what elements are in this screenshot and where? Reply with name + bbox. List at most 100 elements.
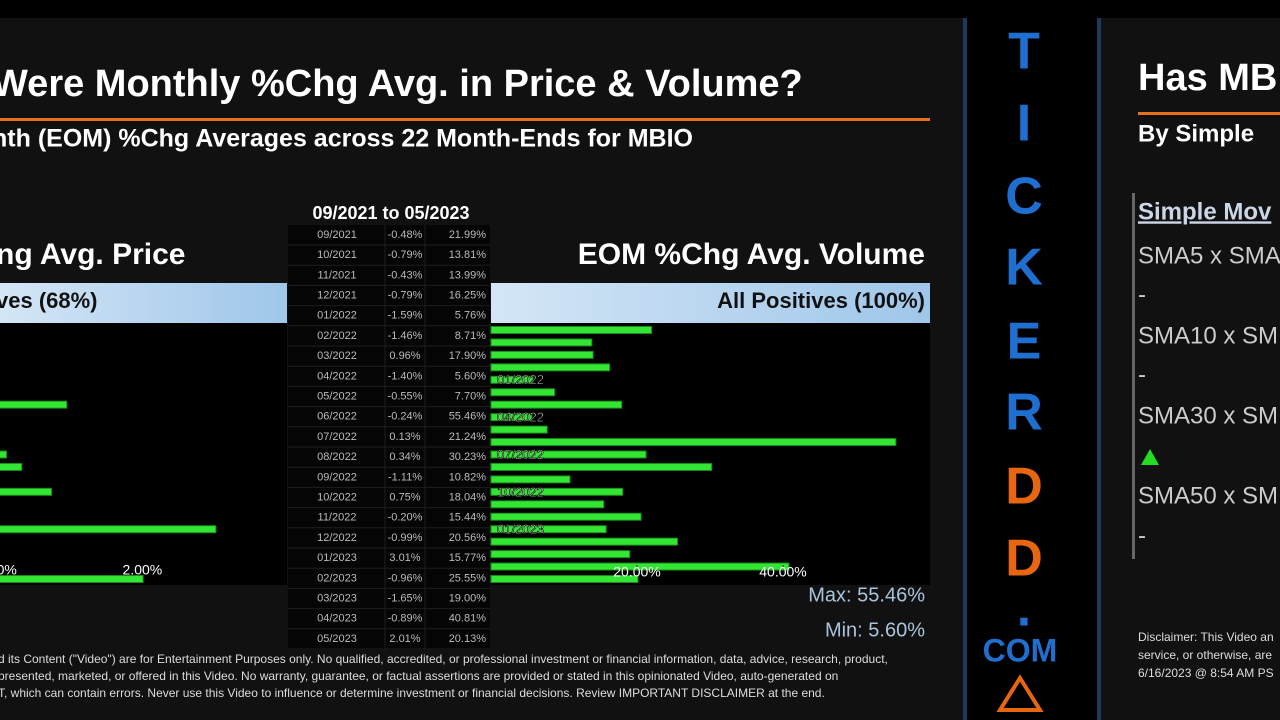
cell-date: 09/2022 [317, 471, 357, 483]
cell-price: 3.01% [389, 552, 420, 564]
banner [491, 283, 930, 323]
cell-volume: 8.71% [455, 330, 486, 342]
divider [963, 18, 967, 720]
cell-volume: 7.70% [455, 391, 486, 403]
side-item: - [1138, 281, 1146, 308]
logo [996, 674, 1044, 712]
cell-price: -0.99% [388, 532, 423, 544]
cell-volume: 19.00% [449, 593, 487, 605]
cell-price: -1.46% [388, 330, 423, 342]
volume-bar [490, 500, 605, 509]
divider [1097, 18, 1101, 720]
cell-volume: 15.44% [449, 512, 487, 524]
tick-label: 40.00% [759, 564, 806, 580]
cell-date: 11/2021 [318, 269, 357, 281]
brand-letter: E [1007, 313, 1042, 371]
title: Were Monthly %Chg Avg. in Price & Volume… [0, 63, 803, 105]
side-item: SMA10 x SM [1138, 322, 1278, 349]
cell-price: -0.89% [388, 613, 423, 625]
brand-letter: D [1005, 530, 1043, 588]
cell-date: 10/2022 [317, 492, 357, 504]
cell-price: -0.96% [388, 572, 423, 584]
cell-date: 08/2022 [317, 451, 357, 463]
volume-bar [490, 512, 642, 521]
cell-date: 05/2022 [317, 391, 357, 403]
cell-volume: 18.04% [449, 492, 487, 504]
volume-bar [490, 363, 611, 372]
category-label: 04/2022 [497, 410, 544, 425]
cell-volume: 13.81% [449, 249, 487, 261]
volume-bar [490, 400, 623, 409]
cell-volume: 17.90% [449, 350, 487, 362]
cell-date: 04/2023 [317, 613, 357, 625]
side-subtitle: By Simple [1138, 120, 1254, 147]
chart-title: ng Avg. Price [0, 238, 186, 271]
brand-letter: K [1005, 239, 1043, 297]
side-panel [1097, 18, 1280, 720]
side-heading: Simple Mov [1138, 198, 1272, 225]
banner-text: All Positives (100%) [717, 288, 925, 313]
cell-volume: 5.60% [455, 370, 486, 382]
cell-price: 0.75% [389, 492, 420, 504]
volume-bar [490, 525, 607, 534]
cell-volume: 20.13% [449, 633, 487, 645]
side-item: SMA30 x SM [1138, 402, 1278, 429]
cell-price: -0.79% [388, 290, 423, 302]
volume-bar [490, 462, 713, 471]
cell-volume: 10.82% [449, 471, 487, 483]
volume-bar [490, 413, 533, 422]
volume-bar [490, 350, 594, 359]
side-title: Has MB [1138, 57, 1277, 99]
cell-volume: 30.23% [449, 451, 487, 463]
cell-date: 02/2022 [317, 330, 357, 342]
max: Max: 55.46% [808, 584, 925, 606]
volume-bar [490, 388, 556, 397]
price-bars [0, 400, 217, 583]
cell-volume: 16.25% [449, 290, 487, 302]
table [288, 225, 490, 650]
price-bar [0, 487, 53, 496]
min: Min: 5.60% [825, 619, 925, 641]
category-label: 10/2022 [497, 484, 544, 499]
category-label: 01/2022 [497, 372, 544, 387]
volume-bar [490, 550, 631, 559]
banner [0, 283, 287, 323]
volume-bar [490, 575, 639, 583]
price-bar [0, 462, 23, 471]
side-item: SMA5 x SMA [1138, 242, 1280, 269]
rule [0, 118, 930, 121]
rule [1138, 112, 1280, 115]
subtitle: nth (EOM) %Chg Averages across 22 Month-… [0, 125, 693, 153]
cell-date: 04/2022 [317, 370, 357, 382]
cell-price: -1.11% [388, 471, 422, 483]
banner-text: ves (68%) [0, 288, 98, 313]
side-item: SMA50 x SM [1138, 482, 1278, 509]
cell-price: -1.59% [388, 310, 423, 322]
side-disclaimer: 6/16/2023 @ 8:54 AM PS [1138, 666, 1274, 680]
category-label: 07/2022 [497, 447, 544, 462]
volume-bar [490, 338, 593, 347]
tick-label: 0.00% [0, 562, 17, 578]
cell-price: -0.48% [388, 229, 423, 241]
cell-price: -1.40% [388, 370, 423, 382]
table-title: 09/2021 to 05/2023 [312, 203, 469, 223]
brand-letter: T [1008, 23, 1040, 81]
cell-date: 01/2023 [317, 552, 357, 564]
cell-volume: 21.99% [449, 229, 487, 241]
cell-date: 12/2022 [317, 532, 357, 544]
brand-letter: C [1005, 168, 1043, 226]
chart-title: EOM %Chg Avg. Volume [578, 238, 925, 271]
brand-letter: I [1017, 95, 1031, 153]
brand-letter: R [1005, 384, 1043, 442]
cell-date: 02/2023 [317, 572, 357, 584]
volume-bar [490, 450, 647, 459]
side-item: - [1138, 522, 1146, 549]
cell-volume: 15.77% [449, 552, 487, 564]
side-item: - [1138, 361, 1146, 388]
price-bar [0, 400, 68, 409]
cell-price: -0.79% [388, 249, 423, 261]
cell-date: 01/2022 [317, 310, 357, 322]
cell-date: 03/2023 [317, 593, 357, 605]
cell-price: -0.20% [388, 512, 423, 524]
